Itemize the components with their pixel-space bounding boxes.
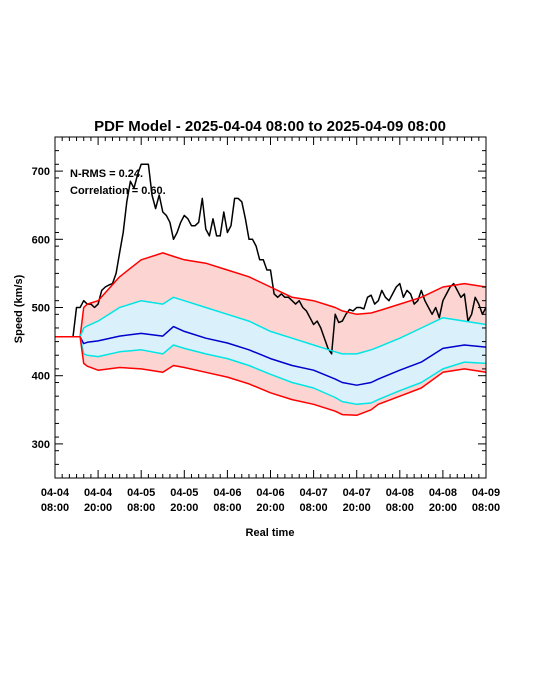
x-tick-label-time: 20:00 [84,502,112,514]
inner-band [55,297,486,405]
pdf-bands [55,252,486,416]
x-tick-label-time: 20:00 [170,502,198,514]
y-tick-label: 700 [32,166,50,178]
x-tick-label-time: 08:00 [41,502,69,514]
y-axis-label: Speed (km/s) [13,274,25,343]
x-tick-label-date: 04-09 [472,487,500,499]
y-tick-label: 500 [32,303,50,315]
x-tick-label-time: 20:00 [256,502,284,514]
y-tick-label: 400 [32,371,50,383]
x-tick-label-time: 08:00 [472,502,500,514]
x-tick-label-time: 08:00 [127,502,155,514]
x-tick-label-date: 04-08 [429,487,457,499]
x-tick-label-time: 20:00 [343,502,371,514]
x-tick-label-date: 04-07 [343,487,371,499]
chart-title: PDF Model - 2025-04-04 08:00 to 2025-04-… [94,118,446,135]
series-line-upper-bound-1 [55,252,487,338]
series-line-median-3 [55,325,487,386]
correlation-annotation: Correlation = 0.60. [70,185,166,197]
y-tick-label: 300 [32,439,50,451]
x-tick-label-date: 04-05 [127,487,155,499]
x-tick-label-date: 04-04 [41,487,70,499]
nrms-annotation: N-RMS = 0.24. [70,168,143,180]
series-line-lower-bound-5 [55,336,487,417]
x-tick-label-date: 04-04 [84,487,113,499]
x-tick-label-date: 04-05 [170,487,198,499]
x-tick-label-time: 08:00 [300,502,328,514]
series-lines [55,163,487,417]
x-axis-label: Real time [246,527,295,539]
axis-ticks: 300 400 500 600 700 04-04 08:00 04-04 20:00 04-05… [32,137,500,514]
x-tick-label-date: 04-07 [300,487,328,499]
series-line-lower-inner-4 [55,336,487,406]
x-tick-label-time: 08:00 [386,502,414,514]
x-tick-label-time: 20:00 [429,502,457,514]
series-line-observed-0 [55,163,487,355]
y-tick-label: 600 [32,234,50,246]
x-tick-label-date: 04-06 [256,487,284,499]
x-tick-label-date: 04-06 [213,487,241,499]
x-tick-label-date: 04-08 [386,487,414,499]
x-tick-label-time: 08:00 [213,502,241,514]
series-line-upper-inner-2 [55,296,487,355]
